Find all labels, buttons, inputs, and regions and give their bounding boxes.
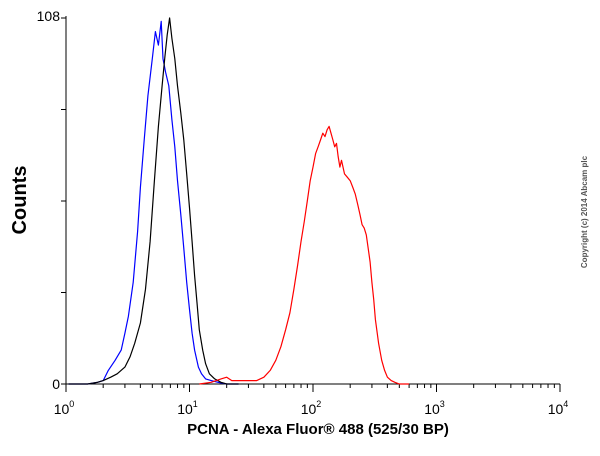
y-axis-ticks [61,17,66,385]
x-axis-label: PCNA - Alexa Fluor® 488 (525/30 BP) [187,421,449,438]
x-axis-tick-labels: 100 101 102 103 104 [54,399,569,417]
y-tick-label-zero: 0 [52,376,60,392]
x-tick-label: 104 [548,399,569,417]
histogram-series [68,17,410,385]
series-line-2 [68,17,239,385]
y-tick-label-max: 108 [37,8,61,24]
x-tick-label: 100 [54,399,75,417]
x-tick-label: 101 [177,399,198,417]
x-axis-ticks [65,384,561,392]
series-line-1 [68,20,239,385]
y-axis-label: Counts [9,166,31,235]
series-line-3 [199,125,410,385]
x-tick-label: 103 [424,399,445,417]
copyright-notice: Copyright (c) 2014 Abcam plc [580,155,589,268]
x-tick-label: 102 [301,399,322,417]
